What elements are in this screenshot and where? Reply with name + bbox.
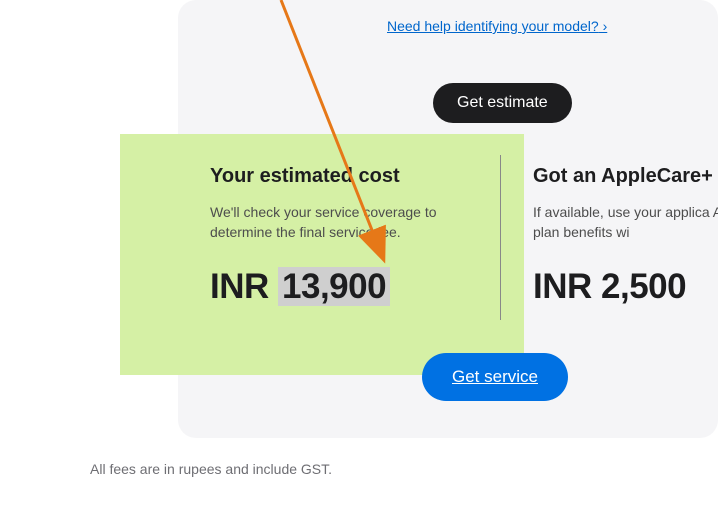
- currency-label: INR: [533, 267, 592, 306]
- fees-disclaimer-text: All fees are in rupees and include GST.: [90, 461, 332, 477]
- estimated-cost-price: INR 13,900: [210, 267, 480, 307]
- estimated-cost-column: Your estimated cost We'll check your ser…: [210, 165, 480, 307]
- price-amount: 2,500: [601, 267, 686, 306]
- get-estimate-button[interactable]: Get estimate: [433, 83, 572, 123]
- estimated-cost-title: Your estimated cost: [210, 165, 480, 188]
- applecare-description: If available, use your applica AppleCare…: [533, 203, 718, 242]
- applecare-price: INR 2,500: [533, 267, 718, 307]
- column-divider: [500, 155, 501, 320]
- applecare-column: Got an AppleCare+ p If available, use yo…: [533, 165, 718, 307]
- estimated-cost-description: We'll check your service coverage to det…: [210, 203, 480, 242]
- help-identify-model-link[interactable]: Need help identifying your model?: [387, 18, 607, 34]
- currency-label: INR: [210, 267, 269, 306]
- applecare-title: Got an AppleCare+ p: [533, 165, 718, 188]
- get-service-button[interactable]: Get service: [422, 353, 568, 401]
- price-amount-highlighted: 13,900: [278, 267, 390, 306]
